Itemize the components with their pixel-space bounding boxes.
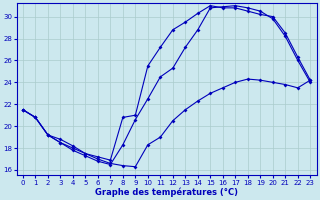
X-axis label: Graphe des températures (°C): Graphe des températures (°C) — [95, 187, 238, 197]
